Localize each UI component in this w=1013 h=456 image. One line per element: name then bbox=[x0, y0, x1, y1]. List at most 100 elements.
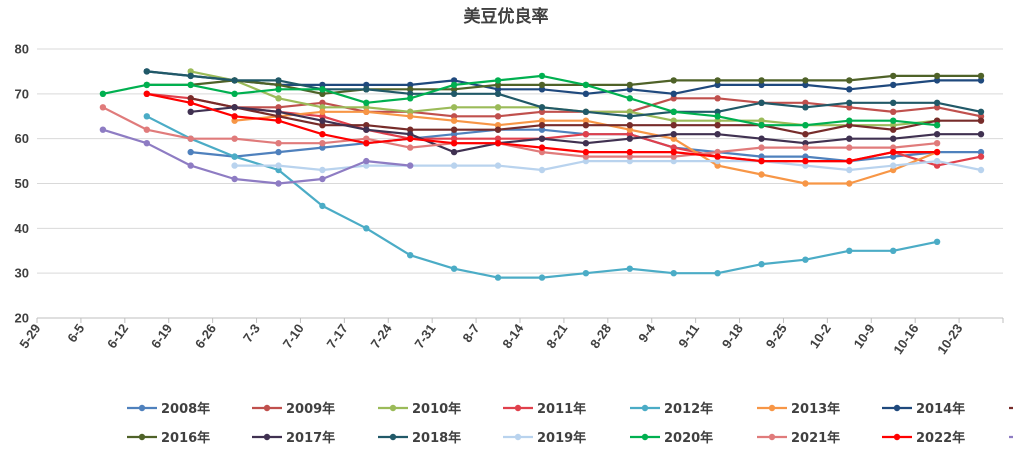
legend-label: 2010年 bbox=[412, 401, 461, 417]
data-point bbox=[758, 153, 765, 160]
data-point bbox=[143, 113, 150, 120]
data-point bbox=[846, 166, 853, 174]
data-point bbox=[626, 81, 633, 89]
data-point bbox=[538, 122, 546, 129]
data-point bbox=[802, 122, 809, 129]
data-point bbox=[538, 148, 546, 156]
data-point bbox=[407, 95, 414, 102]
data-point bbox=[670, 117, 677, 124]
data-point bbox=[407, 113, 414, 120]
data-point bbox=[363, 162, 370, 169]
data-point bbox=[187, 162, 194, 169]
y-tick-label: 20 bbox=[15, 311, 29, 326]
data-point bbox=[319, 86, 326, 93]
data-point bbox=[977, 153, 985, 160]
data-point bbox=[187, 68, 194, 75]
legend-swatch-marker bbox=[389, 433, 397, 441]
data-point bbox=[450, 81, 458, 89]
y-tick-label: 40 bbox=[15, 221, 29, 236]
series-line bbox=[102, 74, 938, 127]
data-point bbox=[626, 153, 633, 160]
data-point bbox=[143, 90, 150, 98]
legend-swatch-marker bbox=[514, 433, 522, 441]
data-point bbox=[802, 140, 809, 147]
data-point bbox=[758, 77, 765, 84]
data-point bbox=[977, 117, 985, 124]
legend-swatch-marker bbox=[641, 404, 649, 412]
x-tick-label: 8-21 bbox=[543, 321, 570, 351]
data-point bbox=[670, 144, 677, 151]
data-point bbox=[275, 113, 282, 120]
data-point bbox=[626, 265, 633, 272]
data-point bbox=[670, 131, 677, 138]
data-point bbox=[582, 153, 590, 160]
data-point bbox=[933, 148, 941, 156]
data-point bbox=[319, 104, 326, 111]
legend-item-2011年: 2011年 bbox=[503, 401, 586, 417]
data-point bbox=[319, 117, 326, 124]
data-point bbox=[933, 99, 941, 107]
data-point bbox=[538, 108, 546, 116]
legend-item-2015年: 2015年 bbox=[1009, 406, 1013, 410]
x-tick-label: 7-10 bbox=[280, 321, 307, 351]
data-point bbox=[626, 86, 633, 93]
data-point bbox=[846, 157, 853, 165]
data-point bbox=[846, 99, 853, 107]
data-point bbox=[670, 90, 677, 98]
legend-label: 2020年 bbox=[664, 430, 713, 446]
data-point bbox=[143, 140, 150, 147]
data-point bbox=[450, 86, 458, 93]
data-point bbox=[231, 162, 238, 169]
data-point bbox=[582, 148, 590, 156]
legend-swatch-marker bbox=[641, 433, 649, 441]
data-point bbox=[933, 122, 941, 129]
data-point bbox=[538, 81, 546, 89]
x-tick-label: 7-24 bbox=[368, 320, 396, 351]
data-point bbox=[143, 68, 150, 75]
data-point bbox=[231, 135, 238, 142]
data-point bbox=[582, 131, 590, 138]
legend-swatch-marker bbox=[389, 404, 397, 412]
data-point bbox=[714, 153, 721, 160]
legend-label: 2016年 bbox=[161, 430, 210, 446]
data-point bbox=[538, 126, 546, 133]
data-point bbox=[538, 144, 546, 151]
data-point bbox=[977, 72, 985, 80]
data-point bbox=[275, 104, 282, 111]
series-line bbox=[102, 106, 938, 158]
data-point bbox=[846, 104, 853, 111]
legend-label: 2008年 bbox=[161, 401, 210, 417]
data-point bbox=[231, 90, 238, 98]
legend-label: 2018年 bbox=[412, 430, 461, 446]
data-point bbox=[494, 274, 502, 281]
chart-title: 美豆优良率 bbox=[464, 6, 549, 27]
data-point bbox=[802, 153, 809, 160]
data-point bbox=[363, 86, 370, 93]
data-point bbox=[450, 104, 458, 111]
data-point bbox=[275, 180, 282, 187]
series-2020年 bbox=[99, 72, 941, 129]
data-point bbox=[890, 153, 897, 160]
data-point bbox=[187, 148, 194, 156]
data-point bbox=[363, 104, 370, 111]
legend-label: 2011年 bbox=[537, 401, 586, 417]
data-point bbox=[582, 117, 590, 124]
data-point bbox=[494, 126, 502, 133]
data-point bbox=[714, 131, 721, 138]
data-point bbox=[407, 86, 414, 93]
data-point bbox=[319, 166, 326, 174]
data-point bbox=[99, 126, 107, 133]
data-point bbox=[890, 72, 897, 80]
data-point bbox=[450, 90, 458, 98]
data-point bbox=[494, 81, 502, 89]
x-tick-label: 6-26 bbox=[192, 321, 219, 351]
y-tick-label: 30 bbox=[15, 266, 29, 281]
data-point bbox=[933, 157, 941, 165]
data-point bbox=[582, 122, 590, 129]
legend-label: 2021年 bbox=[791, 430, 840, 446]
data-point bbox=[890, 135, 897, 142]
data-point bbox=[319, 90, 326, 98]
data-point bbox=[714, 95, 721, 102]
x-tick-label: 9-4 bbox=[635, 320, 659, 345]
data-point bbox=[231, 113, 238, 120]
